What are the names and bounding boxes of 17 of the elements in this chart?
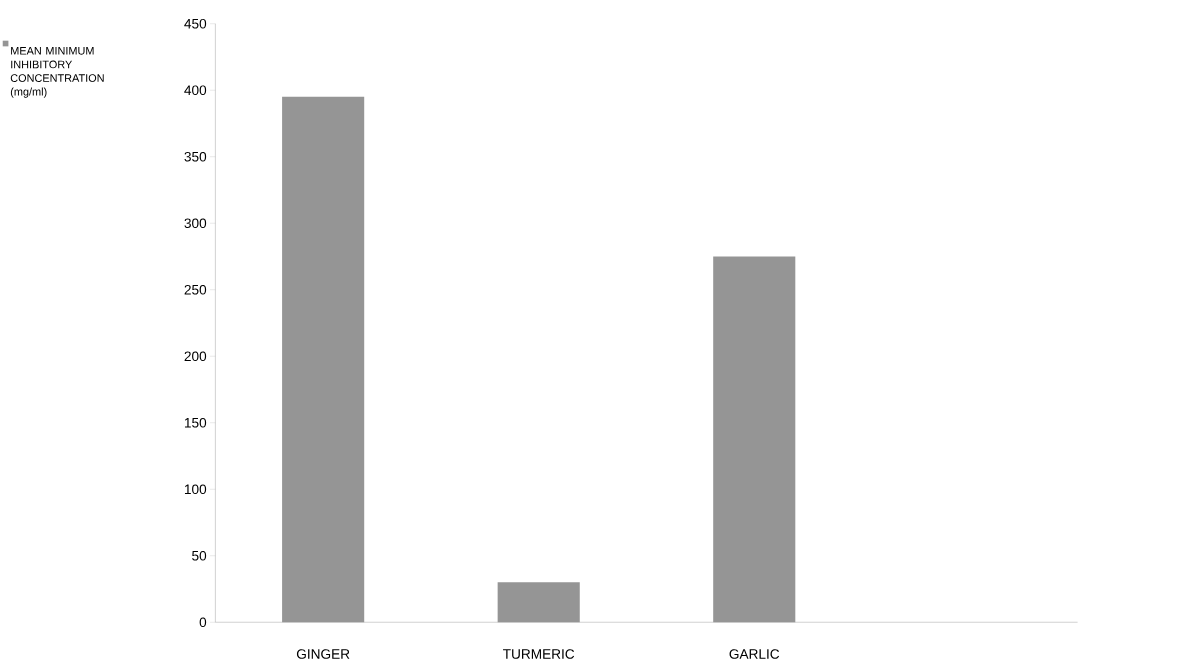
x-tick-label: TURMERIC [503,649,575,660]
y-tick-label: 150 [184,418,207,428]
x-tick-label: GARLIC [729,649,780,660]
x-tick-label: GINGER [296,649,350,660]
y-tick-label: 300 [184,218,207,229]
y-tick-label: 350 [184,152,207,162]
y-tick-label: 100 [184,484,207,495]
y-tick-label: 200 [184,351,207,362]
bar [713,256,796,623]
y-tick-label: 0 [199,617,207,628]
legend-label: MEAN MINIMUM INHIBITORY CONCENTRATION (mg/ml) [10,47,104,98]
bar [497,582,580,623]
y-tick-label: 50 [192,551,207,561]
y-tick-label: 250 [184,285,207,295]
y-tick-label: 400 [184,85,207,96]
y-tick-label: 450 [184,19,207,29]
bar [282,97,365,623]
